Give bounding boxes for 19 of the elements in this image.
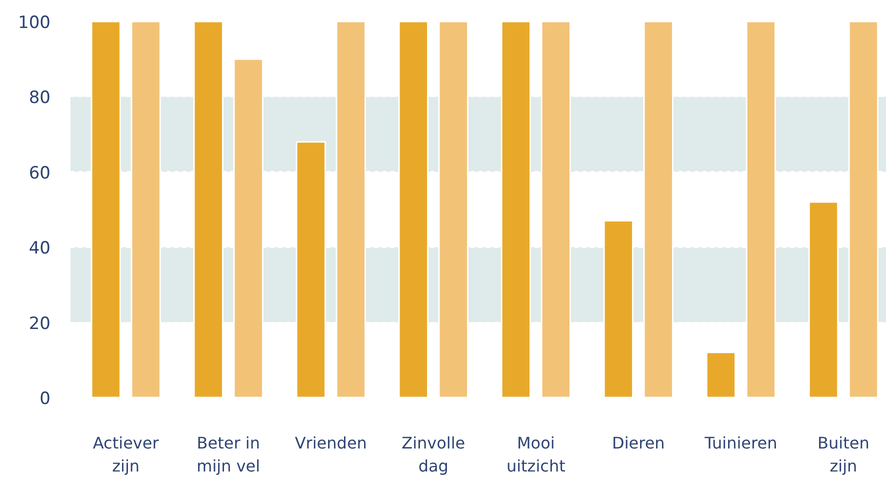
x-tick-label: Beter in mijn vel xyxy=(196,434,260,476)
x-tick-label: Buiten zijn xyxy=(818,434,870,476)
y-tick-label: 100 xyxy=(18,13,51,33)
y-tick-label: 60 xyxy=(28,163,51,184)
y-tick-label: 0 xyxy=(40,389,51,409)
x-tick-label: Actiever zijn xyxy=(92,434,160,476)
bar xyxy=(398,22,429,398)
bar xyxy=(540,22,571,398)
y-tick-label: 20 xyxy=(28,314,51,334)
y-tick-label: 80 xyxy=(28,88,51,108)
x-tick-label: Zinvolle dag xyxy=(402,434,466,476)
bar xyxy=(500,22,532,398)
x-tick-label: Tuinieren xyxy=(704,434,778,452)
y-tick-label: 40 xyxy=(28,238,51,259)
x-tick-label: Mooi uitzicht xyxy=(506,434,566,476)
x-tick-label: Vrienden xyxy=(294,434,367,452)
bar xyxy=(438,22,468,398)
bar xyxy=(706,352,736,398)
x-tick-label: Dieren xyxy=(612,434,665,452)
